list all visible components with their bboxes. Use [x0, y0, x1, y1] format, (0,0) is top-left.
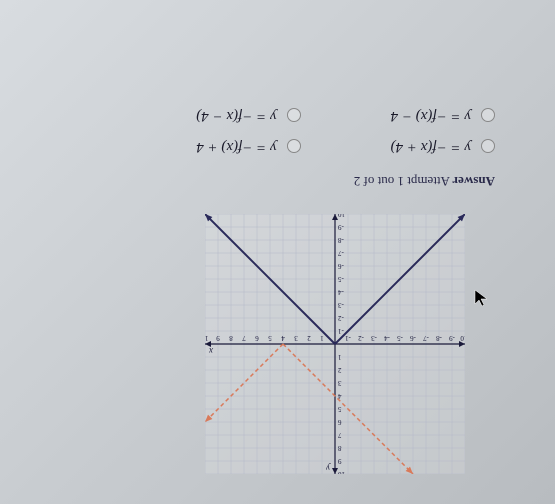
svg-text:8: 8 [338, 444, 342, 452]
options-grid: y = −f(x + 4) y = −f(x) − 4 y = −f(x) + … [30, 107, 495, 155]
svg-text:9: 9 [216, 334, 220, 342]
radio-icon [287, 140, 301, 154]
svg-text:-8: -8 [338, 236, 344, 244]
radio-icon [481, 109, 495, 123]
cursor-icon [474, 289, 490, 309]
svg-text:5: 5 [338, 405, 342, 413]
svg-text:1: 1 [338, 353, 342, 361]
svg-text:-2: -2 [338, 314, 344, 322]
svg-text:-4: -4 [384, 334, 390, 342]
svg-text:8: 8 [229, 334, 233, 342]
svg-text:-5: -5 [338, 275, 344, 283]
svg-text:-1: -1 [345, 334, 351, 342]
svg-text:10: 10 [338, 470, 346, 474]
svg-text:y: y [326, 463, 331, 473]
svg-text:-10: -10 [338, 214, 348, 218]
option-text: y = −f(x − 4) [196, 107, 276, 124]
svg-text:6: 6 [255, 334, 259, 342]
svg-text:-7: -7 [338, 249, 344, 257]
svg-text:-3: -3 [338, 301, 344, 309]
options-right-col: y = −f(x) + 4 y = −f(x − 4) [196, 107, 300, 155]
svg-text:4: 4 [281, 334, 285, 342]
svg-text:2: 2 [307, 334, 311, 342]
svg-text:x: x [209, 346, 214, 356]
option-text: y = −f(x) + 4 [196, 138, 276, 155]
answer-label: Answer [452, 174, 495, 189]
option-text: y = −f(x) − 4 [391, 107, 471, 124]
attempt-text: Attempt 1 out of 2 [354, 174, 450, 189]
svg-text:-8: -8 [436, 334, 442, 342]
svg-text:-2: -2 [358, 334, 364, 342]
svg-text:3: 3 [338, 379, 342, 387]
svg-text:-6: -6 [410, 334, 416, 342]
svg-text:5: 5 [268, 334, 272, 342]
coordinate-graph: -10-9-8-7-6-5-4-3-2-112345678910-10-9-8-… [205, 214, 465, 474]
svg-text:-1: -1 [338, 327, 344, 335]
svg-text:2: 2 [338, 366, 342, 374]
answer-section: Answer Attempt 1 out of 2 y = −f(x + 4) … [30, 107, 495, 189]
svg-text:-6: -6 [338, 262, 344, 270]
svg-text:-5: -5 [397, 334, 403, 342]
svg-text:6: 6 [338, 418, 342, 426]
option-text: y = −f(x + 4) [391, 138, 471, 155]
option-1[interactable]: y = −f(x + 4) [391, 138, 495, 155]
options-left-col: y = −f(x + 4) y = −f(x) − 4 [391, 107, 495, 155]
svg-text:7: 7 [242, 334, 246, 342]
svg-text:-9: -9 [338, 223, 344, 231]
svg-text:3: 3 [294, 334, 298, 342]
option-2[interactable]: y = −f(x) − 4 [391, 107, 495, 124]
svg-text:-3: -3 [371, 334, 377, 342]
svg-text:10: 10 [205, 334, 209, 342]
radio-icon [287, 109, 301, 123]
svg-text:7: 7 [338, 431, 342, 439]
svg-text:9: 9 [338, 457, 342, 465]
svg-text:-7: -7 [423, 334, 429, 342]
answer-header: Answer Attempt 1 out of 2 [30, 173, 495, 189]
svg-text:-9: -9 [449, 334, 455, 342]
svg-text:-4: -4 [338, 288, 344, 296]
radio-icon [481, 140, 495, 154]
svg-text:1: 1 [320, 334, 324, 342]
option-4[interactable]: y = −f(x − 4) [196, 107, 300, 124]
option-3[interactable]: y = −f(x) + 4 [196, 138, 300, 155]
svg-text:-10: -10 [460, 334, 465, 342]
